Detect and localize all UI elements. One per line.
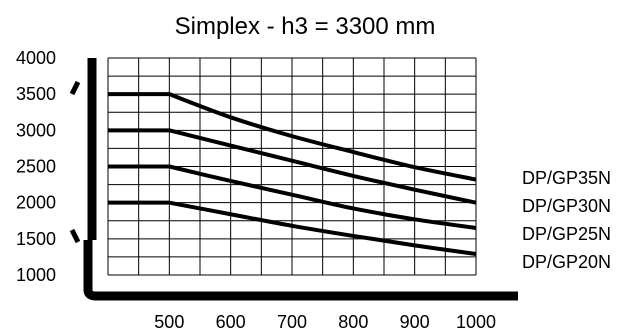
axes — [69, 58, 518, 301]
legend-entry: DP/GP30N — [522, 196, 611, 216]
x-tick-label: 900 — [400, 312, 430, 331]
grid — [107, 57, 477, 276]
legend-entry: DP/GP25N — [522, 224, 611, 244]
y-tick-label: 2000 — [16, 193, 56, 213]
legend: DP/GP35N DP/GP30N DP/GP25N DP/GP20N — [522, 168, 611, 272]
y-axis-break-top — [69, 80, 81, 96]
x-tick-label: 500 — [154, 312, 184, 331]
legend-entry: DP/GP20N — [522, 252, 611, 272]
x-tick-label: 600 — [216, 312, 246, 331]
y-tick-label: 4000 — [16, 48, 56, 68]
y-tick-label: 1000 — [16, 265, 56, 285]
x-axis-ticks: 500 600 700 800 900 1000 — [154, 312, 496, 331]
x-axis-line — [83, 240, 518, 301]
y-tick-label: 1500 — [16, 229, 56, 249]
legend-entry: DP/GP35N — [522, 168, 611, 188]
x-tick-label: 700 — [277, 312, 307, 331]
series-line-dp-gp35n — [108, 92, 477, 182]
y-tick-label: 3500 — [16, 84, 56, 104]
chart-title: Simplex - h3 = 3300 mm — [175, 13, 436, 40]
x-tick-label: 1000 — [456, 312, 496, 331]
series-line-dp-gp30n — [108, 128, 477, 205]
y-tick-label: 2500 — [16, 157, 56, 177]
x-tick-label: 800 — [338, 312, 368, 331]
series-lines — [108, 92, 477, 257]
y-axis-break-bottom — [69, 228, 81, 244]
y-axis-ticks: 1000 1500 2000 2500 3000 3500 4000 — [16, 48, 56, 285]
series-line-dp-gp20n — [108, 200, 477, 257]
series-line-dp-gp25n — [108, 164, 477, 230]
y-tick-label: 3000 — [16, 120, 56, 140]
